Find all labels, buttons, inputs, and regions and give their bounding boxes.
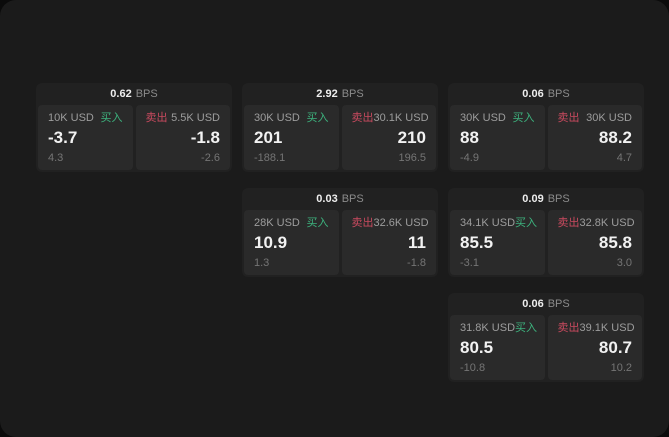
spread-value: 0.62 xyxy=(110,88,132,100)
buy-price: 201 xyxy=(254,128,283,147)
spread-unit: BPS xyxy=(341,193,364,205)
spread-value: 0.03 xyxy=(316,193,338,205)
tile-body: 28K USD 买入 10.9 1.3 卖出 32.6K USD 11 -1.8 xyxy=(244,210,436,275)
price-tile: 0.03 BPS 28K USD 买入 10.9 1.3 卖出 32.6K US… xyxy=(242,188,438,277)
buy-panel[interactable]: 30K USD 买入 88 -4.9 xyxy=(450,105,545,170)
buy-amount: 30K USD xyxy=(254,112,300,124)
tile-body: 30K USD 买入 88 -4.9 卖出 30K USD 88.2 4.7 xyxy=(450,105,642,170)
sell-price: -1.8 xyxy=(190,128,220,147)
sell-price: 85.8 xyxy=(598,233,632,252)
spread-header: 0.06 BPS xyxy=(450,83,642,105)
spread-value: 0.06 xyxy=(522,298,544,310)
price-tile-grid: 0.62 BPS 10K USD 买入 -3.7 4.3 卖出 5.5K USD xyxy=(36,83,644,382)
sell-amount: 32.6K USD xyxy=(373,217,429,229)
buy-label: 买入 xyxy=(100,112,123,124)
price-tile: 0.06 BPS 30K USD 买入 88 -4.9 卖出 30K USD xyxy=(448,83,644,172)
spread-unit: BPS xyxy=(547,88,570,100)
buy-label: 买入 xyxy=(306,217,329,229)
buy-amount: 34.1K USD xyxy=(460,217,516,229)
price-tile: 0.06 BPS 31.8K USD 买入 80.5 -10.8 卖出 39.1… xyxy=(448,293,644,382)
buy-price: 88 xyxy=(460,128,479,147)
sell-change: 4.7 xyxy=(616,152,632,164)
sell-label: 卖出 xyxy=(351,217,374,229)
sell-change: 10.2 xyxy=(610,362,632,374)
price-tile: 0.09 BPS 34.1K USD 买入 85.5 -3.1 卖出 32.8K… xyxy=(448,188,644,277)
spread-value: 0.09 xyxy=(522,193,544,205)
sell-amount: 30.1K USD xyxy=(373,112,429,124)
sell-price: 210 xyxy=(397,128,426,147)
buy-label: 买入 xyxy=(512,112,535,124)
buy-price: 10.9 xyxy=(254,233,288,252)
sell-change: -1.8 xyxy=(407,257,426,269)
tile-body: 31.8K USD 买入 80.5 -10.8 卖出 39.1K USD 80.… xyxy=(450,315,642,380)
spread-unit: BPS xyxy=(547,298,570,310)
spread-unit: BPS xyxy=(135,88,158,100)
buy-amount: 30K USD xyxy=(460,112,506,124)
sell-label: 卖出 xyxy=(557,217,580,229)
buy-label: 买入 xyxy=(306,112,329,124)
buy-change: 4.3 xyxy=(48,152,64,164)
buy-price: 85.5 xyxy=(460,233,494,252)
buy-panel[interactable]: 30K USD 买入 201 -188.1 xyxy=(244,105,339,170)
buy-panel[interactable]: 28K USD 买入 10.9 1.3 xyxy=(244,210,339,275)
price-tile: 0.62 BPS 10K USD 买入 -3.7 4.3 卖出 5.5K USD xyxy=(36,83,232,172)
spread-header: 0.03 BPS xyxy=(244,188,436,210)
sell-label: 卖出 xyxy=(351,112,374,124)
buy-change: 1.3 xyxy=(254,257,270,269)
spread-value: 2.92 xyxy=(316,88,338,100)
buy-change: -3.1 xyxy=(460,257,479,269)
tile-body: 34.1K USD 买入 85.5 -3.1 卖出 32.8K USD 85.8… xyxy=(450,210,642,275)
tile-body: 30K USD 买入 201 -188.1 卖出 30.1K USD 210 1… xyxy=(244,105,436,170)
sell-amount: 39.1K USD xyxy=(579,322,635,334)
sell-amount: 30K USD xyxy=(586,112,632,124)
buy-label: 买入 xyxy=(515,322,538,334)
sell-price: 11 xyxy=(408,233,426,252)
buy-label: 买入 xyxy=(515,217,538,229)
price-tile: 2.92 BPS 30K USD 买入 201 -188.1 卖出 30.1K … xyxy=(242,83,438,172)
sell-label: 卖出 xyxy=(557,322,580,334)
spread-unit: BPS xyxy=(547,193,570,205)
buy-price: 80.5 xyxy=(460,338,494,357)
sell-amount: 32.8K USD xyxy=(579,217,635,229)
sell-change: -2.6 xyxy=(201,152,220,164)
buy-change: -188.1 xyxy=(254,152,286,164)
buy-amount: 10K USD xyxy=(48,112,94,124)
sell-label: 卖出 xyxy=(145,112,168,124)
sell-price: 88.2 xyxy=(598,128,632,147)
sell-change: 196.5 xyxy=(398,152,426,164)
sell-panel[interactable]: 卖出 32.8K USD 85.8 3.0 xyxy=(547,210,642,275)
buy-change: -10.8 xyxy=(460,362,486,374)
sell-change: 3.0 xyxy=(616,257,632,269)
sell-panel[interactable]: 卖出 39.1K USD 80.7 10.2 xyxy=(547,315,642,380)
sell-panel[interactable]: 卖出 32.6K USD 11 -1.8 xyxy=(341,210,436,275)
spread-header: 0.62 BPS xyxy=(38,83,230,105)
buy-amount: 28K USD xyxy=(254,217,300,229)
buy-panel[interactable]: 10K USD 买入 -3.7 4.3 xyxy=(38,105,133,170)
tile-body: 10K USD 买入 -3.7 4.3 卖出 5.5K USD -1.8 -2.… xyxy=(38,105,230,170)
sell-panel[interactable]: 卖出 30K USD 88.2 4.7 xyxy=(547,105,642,170)
spread-header: 0.09 BPS xyxy=(450,188,642,210)
spread-header: 2.92 BPS xyxy=(244,83,436,105)
buy-price: -3.7 xyxy=(48,128,78,147)
sell-label: 卖出 xyxy=(557,112,580,124)
buy-change: -4.9 xyxy=(460,152,479,164)
sell-panel[interactable]: 卖出 5.5K USD -1.8 -2.6 xyxy=(135,105,230,170)
buy-amount: 31.8K USD xyxy=(460,322,516,334)
spread-header: 0.06 BPS xyxy=(450,293,642,315)
spread-unit: BPS xyxy=(341,88,364,100)
buy-panel[interactable]: 34.1K USD 买入 85.5 -3.1 xyxy=(450,210,545,275)
buy-panel[interactable]: 31.8K USD 买入 80.5 -10.8 xyxy=(450,315,545,380)
sell-price: 80.7 xyxy=(598,338,632,357)
sell-panel[interactable]: 卖出 30.1K USD 210 196.5 xyxy=(341,105,436,170)
spread-value: 0.06 xyxy=(522,88,544,100)
sell-amount: 5.5K USD xyxy=(171,112,220,124)
